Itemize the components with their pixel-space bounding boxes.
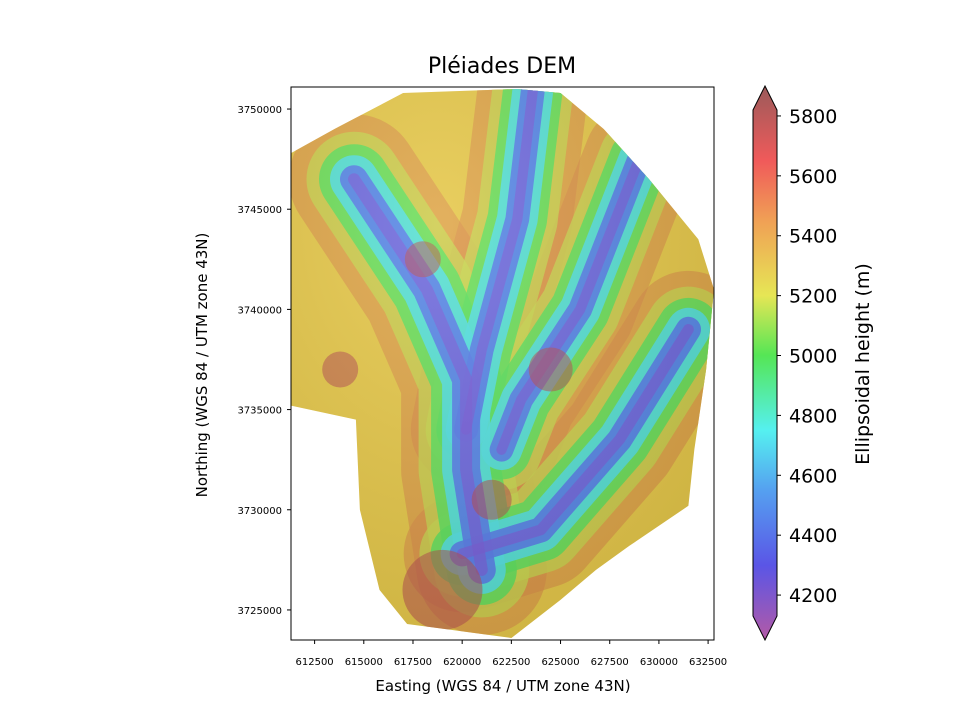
colorbar-gradient [752, 84, 778, 642]
plot-frame [290, 86, 715, 641]
x-tick-label: 620000 [443, 657, 481, 668]
colorbar-tick-label: 4200 [789, 585, 837, 607]
colorbar-tick-label: 5400 [789, 226, 837, 248]
colorbar-tick-label: 4600 [789, 465, 837, 487]
y-axis-label: Northing (WGS 84 / UTM zone 43N) [193, 233, 211, 498]
colorbar-ticks: 4200 4400 4600 4800 5000 5200 5400 5600 5800 [777, 106, 837, 607]
y-axis-ticks: 3725000 3730000 3735000 3740000 3745000 37500… [237, 105, 291, 617]
colorbar-tick-label: 4400 [789, 525, 837, 547]
x-axis-ticks: 612500 615000 617500 620000 622500 625000 6275… [296, 640, 727, 668]
y-tick-label: 3735000 [237, 406, 282, 417]
colorbar-label: Ellipsoidal height (m) [852, 263, 874, 465]
x-tick-label: 622500 [492, 657, 530, 668]
chart-title: Pléiades DEM [428, 54, 576, 79]
y-tick-label: 3730000 [237, 506, 282, 517]
x-tick-label: 630000 [640, 657, 678, 668]
colorbar-tick-label: 4800 [789, 405, 837, 427]
plot-area: 612500 615000 617500 620000 622500 625000 6275… [237, 86, 727, 668]
y-tick-label: 3745000 [237, 205, 282, 216]
colorbar-tick-label: 5800 [789, 106, 837, 128]
y-tick-label: 3725000 [237, 606, 282, 617]
colorbar-tick-label: 5000 [789, 346, 837, 368]
colorbar: 4200 4400 4600 4800 5000 5200 5400 5600 5800 Ell… [752, 84, 874, 642]
x-tick-label: 617500 [394, 657, 432, 668]
x-axis-label: Easting (WGS 84 / UTM zone 43N) [375, 677, 630, 695]
x-tick-label: 625000 [541, 657, 579, 668]
x-tick-label: 627500 [591, 657, 629, 668]
y-tick-label: 3750000 [237, 105, 282, 116]
x-tick-label: 615000 [345, 657, 383, 668]
colorbar-tick-label: 5600 [789, 166, 837, 188]
colorbar-tick-label: 5200 [789, 286, 837, 308]
x-tick-label: 632500 [689, 657, 727, 668]
dem-image [291, 89, 714, 638]
y-tick-label: 3740000 [237, 305, 282, 316]
x-tick-label: 612500 [296, 657, 334, 668]
